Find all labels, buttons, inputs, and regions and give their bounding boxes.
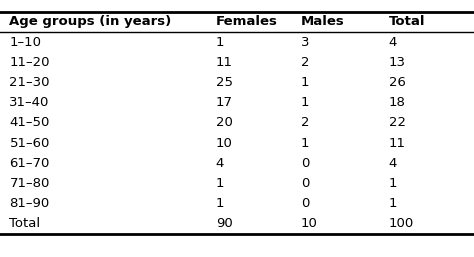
Text: 3: 3 (301, 36, 310, 49)
Text: 4: 4 (216, 157, 224, 170)
Text: 21–30: 21–30 (9, 76, 50, 89)
Text: 81–90: 81–90 (9, 197, 50, 210)
Text: 90: 90 (216, 217, 232, 230)
Text: 1: 1 (389, 177, 397, 190)
Text: 20: 20 (216, 116, 233, 130)
Text: 0: 0 (301, 197, 310, 210)
Text: 10: 10 (216, 136, 233, 150)
Text: Total: Total (389, 15, 425, 28)
Text: 13: 13 (389, 56, 406, 69)
Text: 1: 1 (301, 136, 310, 150)
Text: 4: 4 (389, 157, 397, 170)
Text: 1: 1 (216, 197, 224, 210)
Text: 71–80: 71–80 (9, 177, 50, 190)
Text: Females: Females (216, 15, 278, 28)
Text: 10: 10 (301, 217, 318, 230)
Text: 26: 26 (389, 76, 406, 89)
Text: 1: 1 (389, 197, 397, 210)
Text: Males: Males (301, 15, 345, 28)
Text: 1–10: 1–10 (9, 36, 42, 49)
Text: Total: Total (9, 217, 41, 230)
Text: 11: 11 (389, 136, 406, 150)
Text: 17: 17 (216, 96, 233, 109)
Text: 22: 22 (389, 116, 406, 130)
Text: Age groups (in years): Age groups (in years) (9, 15, 172, 28)
Text: 0: 0 (301, 157, 310, 170)
Text: 61–70: 61–70 (9, 157, 50, 170)
Text: 31–40: 31–40 (9, 96, 50, 109)
Text: 0: 0 (301, 177, 310, 190)
Text: 11–20: 11–20 (9, 56, 50, 69)
Text: 1: 1 (216, 36, 224, 49)
Text: 18: 18 (389, 96, 406, 109)
Text: 1: 1 (301, 76, 310, 89)
Text: 4: 4 (389, 36, 397, 49)
Text: 2: 2 (301, 56, 310, 69)
Text: 41–50: 41–50 (9, 116, 50, 130)
Text: 1: 1 (216, 177, 224, 190)
Text: 100: 100 (389, 217, 414, 230)
Text: 25: 25 (216, 76, 233, 89)
Text: 2: 2 (301, 116, 310, 130)
Text: 51–60: 51–60 (9, 136, 50, 150)
Text: 1: 1 (301, 96, 310, 109)
Text: 11: 11 (216, 56, 233, 69)
